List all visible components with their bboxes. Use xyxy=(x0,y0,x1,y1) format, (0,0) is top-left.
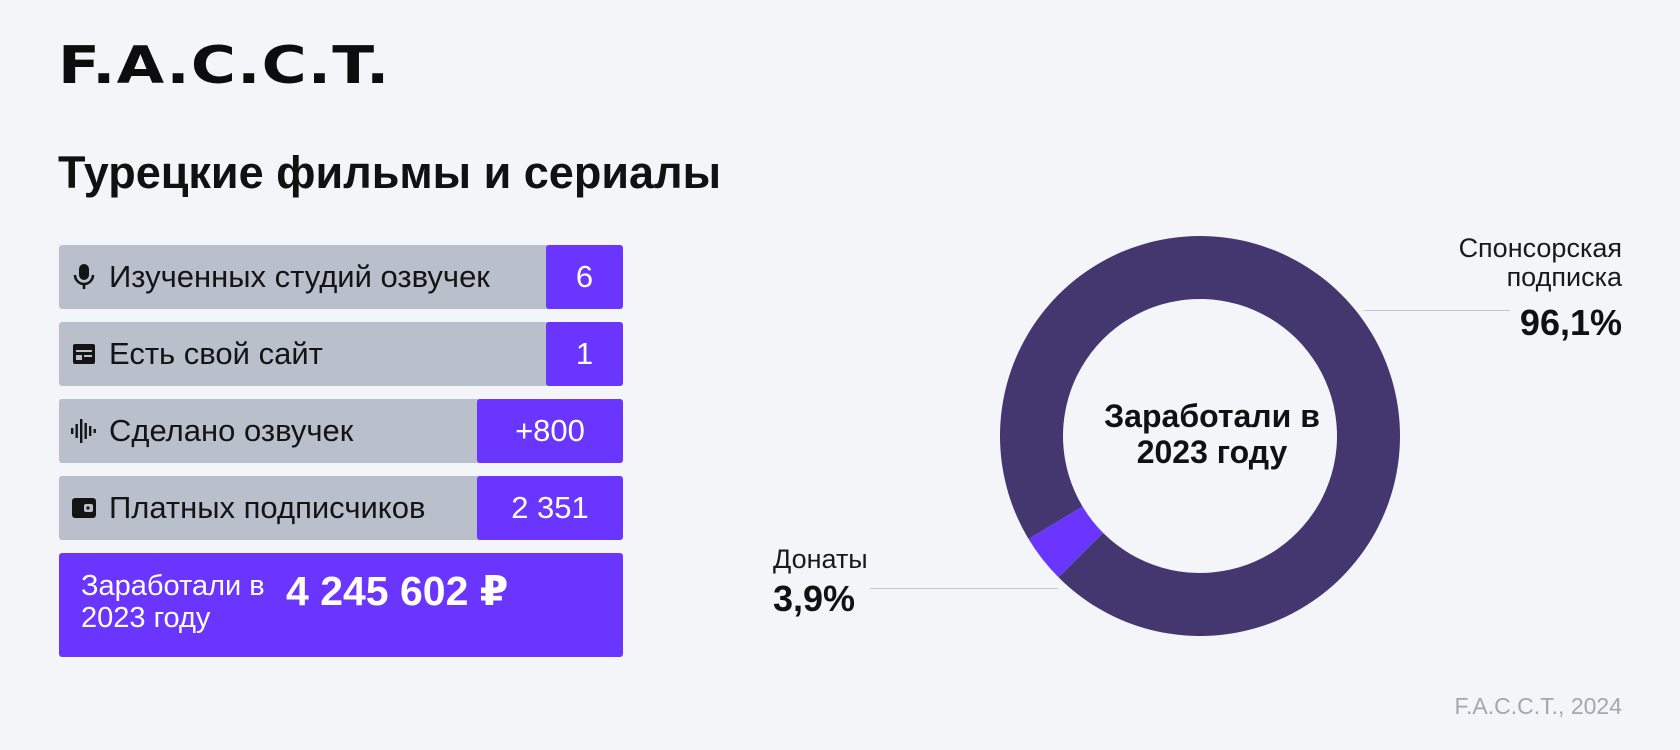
wallet-icon xyxy=(59,498,109,518)
stat-row-studios: Изученных студий озвучек 6 xyxy=(59,245,623,309)
slice-value-sponsor: 96,1% xyxy=(1519,302,1622,343)
stat-value: 2 351 xyxy=(477,476,623,540)
soundwave-icon xyxy=(59,419,109,443)
earnings-box: Заработали в 2023 году 4 245 602 ₽ xyxy=(59,553,623,657)
leader-line-donations xyxy=(870,588,1058,589)
earnings-value: 4 245 602 ₽ xyxy=(286,568,509,614)
donut-chart xyxy=(1000,235,1400,636)
stat-row-website: Есть свой сайт 1 xyxy=(59,322,623,386)
slice-value-donations: 3,9% xyxy=(773,578,856,619)
stats-list: Изученных студий озвучек 6 Есть свой сай… xyxy=(59,245,623,657)
website-icon xyxy=(59,344,109,364)
page-title: Турецкие фильмы и сериалы xyxy=(58,147,722,198)
stat-label: Сделано озвучек xyxy=(109,413,354,448)
slice-label-sponsor: Спонсорская подписка xyxy=(1458,233,1622,292)
stat-value: +800 xyxy=(477,399,623,463)
stat-value: 6 xyxy=(546,245,623,309)
slice-donations xyxy=(1028,506,1104,578)
earnings-label: Заработали в 2023 году xyxy=(81,570,265,634)
stat-label: Изученных студий озвучек xyxy=(109,259,490,294)
stat-row-subscribers: Платных подписчиков 2 351 xyxy=(59,476,623,540)
slice-sponsor-subscription xyxy=(1000,235,1400,636)
leader-line-sponsor xyxy=(1364,310,1510,311)
source-footer: F.A.C.C.T., 2024 xyxy=(1454,693,1622,719)
stat-label: Есть свой сайт xyxy=(109,336,323,371)
stat-label: Платных подписчиков xyxy=(109,490,426,525)
microphone-icon xyxy=(59,264,109,290)
donut-center-label: Заработали в 2023 году xyxy=(1104,398,1320,470)
brand-logo: F.A.C.C.T. xyxy=(58,36,391,96)
stat-value: 1 xyxy=(546,322,623,386)
stat-row-dubs: Сделано озвучек +800 xyxy=(59,399,623,463)
slice-label-donations: Донаты xyxy=(773,544,868,574)
